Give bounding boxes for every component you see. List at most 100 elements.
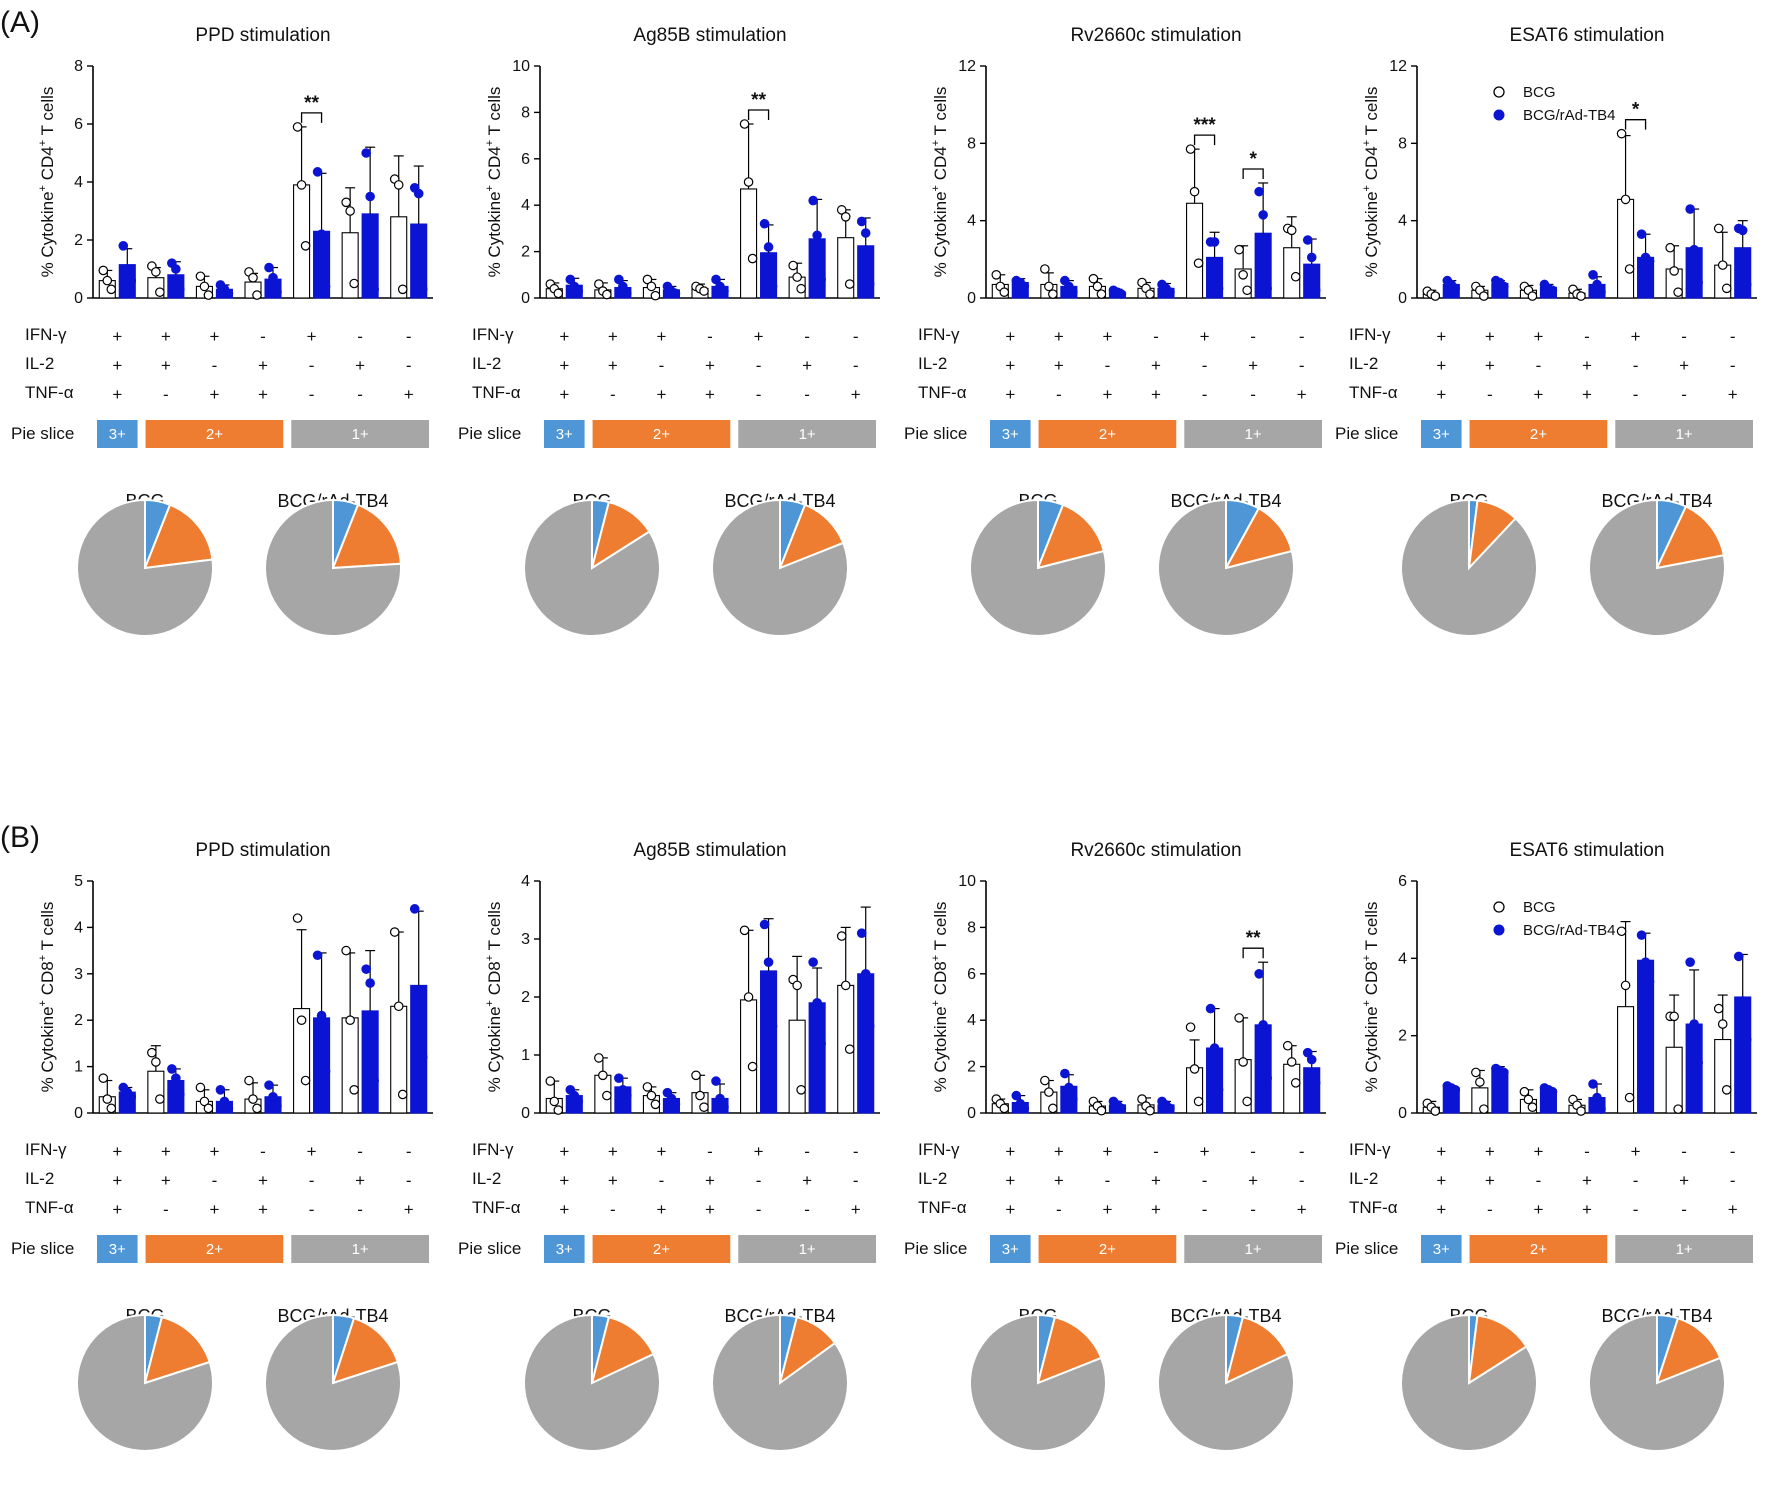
cytokine-sign: + <box>705 1171 715 1190</box>
y-axis-label: % Cytokine+​ CD8+​ T cells <box>930 902 950 1093</box>
cytokine-sign: - <box>1730 1142 1736 1161</box>
y-label-part: % Cytokine <box>485 191 504 277</box>
pie-slice-box <box>1615 420 1753 448</box>
cytokine-sign: + <box>851 385 861 404</box>
data-point-bcg <box>788 260 798 271</box>
cytokine-sign: + <box>1005 327 1015 346</box>
panel-label: (B) <box>0 821 40 854</box>
cytokine-sign: - <box>1250 1200 1256 1219</box>
data-point-rad <box>622 1090 632 1101</box>
pie-slice-label: Pie slice <box>1335 1239 1398 1258</box>
cytokine-sign: + <box>1200 1142 1210 1161</box>
data-point-rad <box>1306 252 1317 263</box>
data-point-rad <box>365 978 375 988</box>
pie-slice-box <box>1469 420 1608 448</box>
bar-bcg-rad <box>760 252 778 299</box>
data-point-rad <box>316 1010 327 1021</box>
data-point-rad <box>1689 244 1699 255</box>
data-point-rad <box>118 241 129 251</box>
cytokine-sign: + <box>1485 327 1495 346</box>
data-point-bcg <box>1576 1106 1586 1116</box>
pie-slice-2+ <box>590 1315 655 1385</box>
y-label-superscript: + <box>484 955 496 961</box>
cytokine-sign: + <box>1102 385 1112 404</box>
data-point-bcg <box>739 925 750 936</box>
cytokine-label: IL-2 <box>918 1169 947 1188</box>
bar-bcg-rad <box>410 984 428 1114</box>
data-point-bcg <box>203 1103 214 1114</box>
cytokine-sign: + <box>1533 327 1543 346</box>
data-point-bcg <box>598 1070 608 1081</box>
data-point-bcg <box>1286 1057 1297 1067</box>
cytokine-sign: + <box>559 356 569 375</box>
cytokine-sign: - <box>406 1171 412 1190</box>
data-point-bcg <box>695 1090 705 1101</box>
cytokine-sign: + <box>705 385 715 404</box>
significance-bracket <box>1193 134 1216 146</box>
chart-7: Rv2660c stimulation % Cytokine+​ CD8+​ T … <box>904 840 1326 1452</box>
cytokine-sign: - <box>1153 327 1159 346</box>
data-point-rad <box>1310 285 1321 296</box>
data-point-bcg <box>1137 1094 1147 1104</box>
data-point-bcg <box>1527 1102 1538 1112</box>
data-point-bcg <box>1576 291 1586 301</box>
pie-slice-box <box>291 1235 429 1263</box>
cytokine-sign: - <box>853 1171 859 1190</box>
cytokine-sign: + <box>1436 356 1446 375</box>
data-point-bcg <box>389 927 400 937</box>
legend-marker-rad <box>1493 109 1505 121</box>
cytokine-sign: + <box>1436 327 1446 346</box>
data-point-bcg <box>1479 1104 1489 1114</box>
cytokine-sign: + <box>705 356 715 375</box>
data-point-bcg <box>1717 1019 1728 1029</box>
data-point-bcg <box>1479 291 1489 301</box>
data-point-bcg <box>1242 285 1252 296</box>
y-tick-label: 0 <box>1398 1105 1407 1122</box>
data-point-bcg <box>1044 281 1054 292</box>
bar-bcg-rad <box>808 1002 826 1114</box>
pie-slice-box-label: 2+ <box>206 426 223 443</box>
chart-1: PPD stimulation % Cytokine+​ CD4+​ T cell… <box>11 25 433 637</box>
data-point-bcg <box>553 1105 564 1115</box>
bar-bcg-rad <box>760 970 778 1114</box>
cytokine-sign: + <box>1679 356 1689 375</box>
cytokine-sign: + <box>1436 1200 1446 1219</box>
cytokine-sign: - <box>1633 1171 1639 1190</box>
cytokine-sign: - <box>1202 356 1208 375</box>
data-point-rad <box>219 1096 230 1107</box>
data-point-rad <box>1258 1020 1268 1030</box>
data-point-bcg <box>1673 1104 1683 1114</box>
cytokine-sign: - <box>610 385 616 404</box>
cytokine-sign: + <box>112 385 122 404</box>
data-point-rad <box>126 1091 137 1102</box>
data-point-rad <box>264 262 274 273</box>
cytokine-sign: + <box>1485 1171 1495 1190</box>
y-tick-label: 12 <box>1389 58 1407 75</box>
data-point-rad <box>312 950 323 961</box>
cytokine-sign: + <box>112 1200 122 1219</box>
cytokine-sign: - <box>357 1142 363 1161</box>
pie-slice-box <box>1184 1235 1322 1263</box>
data-point-bcg <box>594 279 604 289</box>
cytokine-sign: + <box>559 327 569 346</box>
data-point-rad <box>759 218 770 229</box>
cytokine-sign: + <box>112 1142 122 1161</box>
data-point-bcg <box>1238 269 1248 280</box>
cytokine-sign: + <box>1485 1142 1495 1161</box>
cytokine-sign: + <box>258 385 268 404</box>
pie-slice-1+ <box>969 1313 1107 1452</box>
y-label-part: % Cytokine <box>931 1006 950 1092</box>
cytokine-label: IFN-γ <box>918 325 960 344</box>
y-label-part: T cells <box>931 902 950 955</box>
cytokine-sign: + <box>404 385 414 404</box>
y-axis-label: % Cytokine+​ CD8+​ T cells <box>484 902 504 1093</box>
cytokine-label: IFN-γ <box>25 1140 67 1159</box>
data-point-bcg <box>252 290 262 300</box>
cytokine-sign: - <box>853 1142 859 1161</box>
chart-4: ESAT6 stimulation % Cytokine+​ CD4+​ T ce… <box>1335 25 1757 637</box>
data-point-rad <box>1254 968 1264 979</box>
data-point-rad <box>1499 281 1509 292</box>
data-point-bcg <box>549 1096 560 1107</box>
pie-slice-1+ <box>1157 1313 1295 1452</box>
data-point-bcg <box>151 267 161 277</box>
